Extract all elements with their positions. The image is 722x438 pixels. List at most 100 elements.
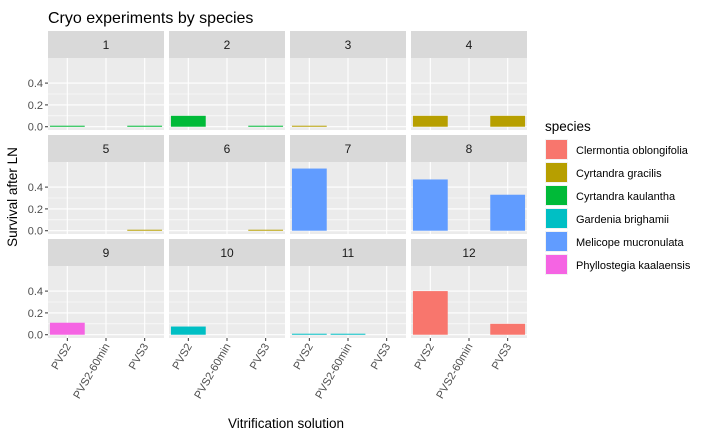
facet-strip-label: 10	[220, 246, 234, 260]
y-tick-label: 0.4	[28, 182, 43, 194]
facet-strip-label: 11	[342, 246, 355, 260]
legend-label: Melicope mucronulata	[576, 237, 684, 249]
facet-panel-3: 3	[290, 31, 406, 130]
legend-label: Cyrtandra kaulantha	[576, 191, 676, 203]
facet-panel-4: 4	[411, 31, 527, 130]
legend-entry: Cyrtandra kaulantha	[545, 185, 676, 206]
bar	[49, 322, 85, 335]
bar	[412, 115, 448, 127]
y-tick-label: 0.2	[28, 100, 43, 112]
y-tick-label: 0.4	[28, 78, 43, 90]
bar	[170, 115, 206, 127]
x-tick-label: PVS3	[248, 342, 272, 372]
legend-title: species	[545, 119, 591, 134]
facet-strip	[290, 239, 406, 266]
bar	[291, 168, 327, 231]
bar	[412, 291, 448, 335]
x-axis-label: Vitrification solution	[228, 416, 344, 431]
facet-panel-9: 9	[48, 239, 164, 338]
y-tick-label: 0.2	[28, 204, 43, 216]
legend-entry: Gardenia brighamii	[545, 208, 669, 229]
bar	[127, 125, 163, 127]
y-axes: 0.0 0.2 0.4 0.0 0.2 0.4 0.0 0.2 0.4	[28, 78, 48, 342]
facet-panel-5: 5	[48, 135, 164, 234]
chart-title: Cryo experiments by species	[48, 10, 253, 27]
facet-panels: 1 2 3 45 6 7 89 10 11 12	[48, 31, 527, 338]
x-tick-label: PVS2	[291, 342, 315, 372]
facet-strip	[48, 239, 164, 266]
x-tick-label: PVS3	[490, 341, 514, 371]
facet-strip-label: 8	[466, 142, 473, 156]
bar	[49, 125, 85, 127]
facet-strip-label: 2	[224, 38, 231, 52]
y-tick-label: 0.4	[28, 286, 43, 298]
legend-label: Gardenia brighamii	[576, 214, 669, 226]
facet-strip	[169, 31, 285, 58]
x-tick-label: PVS2	[170, 342, 194, 372]
x-tick-label: PVS2	[412, 342, 436, 372]
facet-panel-7: 7	[290, 135, 406, 234]
legend: species Clermontia oblongifolia Cyrtandra…	[545, 119, 691, 275]
bar	[291, 125, 327, 127]
bar	[490, 323, 526, 335]
facet-strip	[411, 239, 527, 266]
facet-strip	[411, 31, 527, 58]
y-axis-label: Survival after LN	[5, 147, 20, 247]
facet-panel-11: 11	[290, 239, 406, 338]
facet-strip-label: 4	[466, 38, 473, 52]
facet-panel-10: 10	[169, 239, 285, 338]
x-tick-label: PVS2-60min	[434, 342, 475, 401]
bar	[490, 194, 526, 231]
y-tick-label: 0.0	[28, 122, 43, 134]
facet-strip-label: 7	[345, 142, 352, 156]
legend-swatch	[546, 255, 567, 274]
facet-strip-label: 1	[103, 38, 110, 52]
facet-strip	[290, 135, 406, 162]
bar	[490, 115, 526, 127]
legend-label: Clermontia oblongifolia	[576, 145, 689, 157]
facet-strip-label: 6	[224, 142, 231, 156]
legend-label: Phyllostegia kaalaensis	[576, 260, 691, 272]
y-tick-label: 0.0	[28, 226, 43, 238]
facet-panel-12: 12	[411, 239, 527, 338]
facet-strip	[169, 135, 285, 162]
bar	[127, 229, 163, 231]
legend-entry: Melicope mucronulata	[545, 231, 684, 252]
legend-swatch	[546, 209, 567, 228]
bar	[248, 229, 284, 231]
x-tick-label: PVS3	[369, 342, 393, 372]
legend-entry: Clermontia oblongifolia	[545, 139, 689, 160]
legend-label: Cyrtandra gracilis	[576, 168, 662, 180]
bar	[248, 125, 284, 127]
facet-strip	[411, 135, 527, 162]
x-tick-label: PVS2	[49, 342, 73, 372]
x-tick-label: PVS2-60min	[192, 342, 233, 401]
legend-entry: Cyrtandra gracilis	[545, 162, 662, 183]
x-tick-label: PVS2-60min	[313, 342, 354, 401]
facet-panel-2: 2	[169, 31, 285, 130]
y-tick-label: 0.2	[28, 308, 43, 320]
facet-strip	[48, 135, 164, 162]
facet-strip-label: 9	[103, 246, 110, 260]
facet-strip	[290, 31, 406, 58]
legend-swatch	[546, 232, 567, 251]
facet-strip-label: 12	[462, 246, 476, 260]
bar	[330, 333, 366, 335]
facet-strip-label: 3	[345, 38, 352, 52]
bar	[412, 179, 448, 231]
facet-strip	[169, 239, 285, 266]
y-tick-label: 0.0	[28, 330, 43, 342]
x-tick-label: PVS3	[127, 342, 151, 372]
legend-swatch	[546, 163, 567, 182]
facet-panel-6: 6	[169, 135, 285, 234]
x-tick-label: PVS2-60min	[71, 342, 112, 401]
facet-panel-8: 8	[411, 135, 527, 234]
bar	[170, 326, 206, 335]
facet-strip-label: 5	[103, 142, 110, 156]
legend-entry: Phyllostegia kaalaensis	[545, 254, 691, 275]
legend-swatch	[546, 186, 567, 205]
facet-panel-1: 1	[48, 31, 164, 130]
facet-strip	[48, 31, 164, 58]
